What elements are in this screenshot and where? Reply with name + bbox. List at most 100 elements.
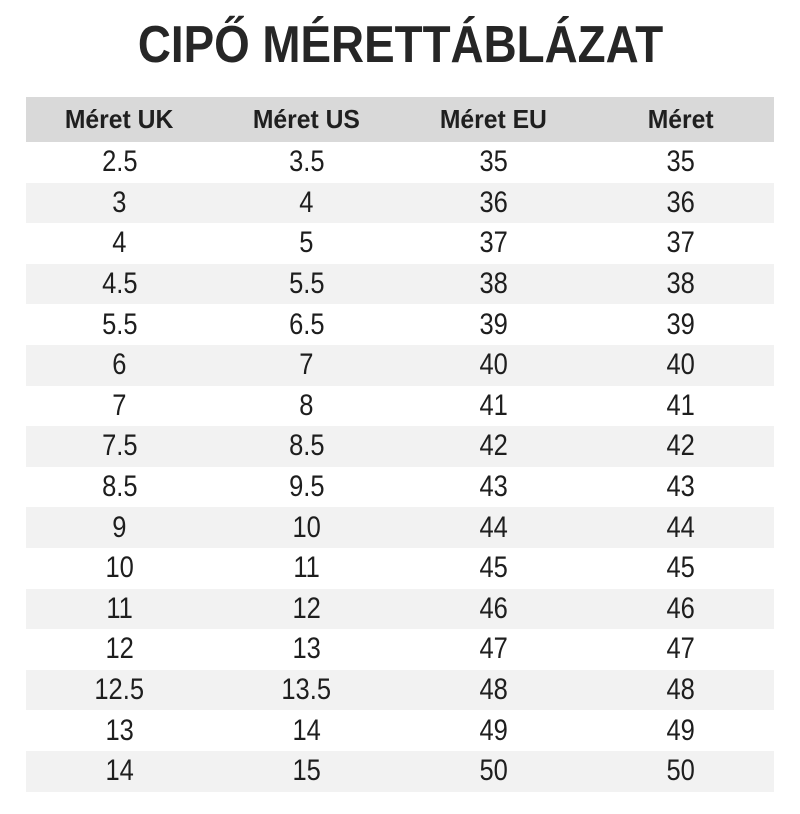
table-row: 12.5 13.5 48 48 <box>26 669 774 711</box>
size-cell-value: 35 <box>666 145 695 179</box>
size-cell: 37 <box>400 223 587 264</box>
size-cell: 2.5 <box>26 142 213 183</box>
table-row: 4.5 5.5 38 38 <box>26 263 774 305</box>
size-cell-value: 8 <box>299 388 314 422</box>
size-cell: 40 <box>400 345 587 386</box>
size-cell: 43 <box>587 467 774 508</box>
size-cell-value: 37 <box>666 226 695 260</box>
size-cell-value: 5.5 <box>101 307 138 341</box>
size-cell-value: 14 <box>292 713 321 747</box>
column-header-uk: Méret UK <box>26 97 213 142</box>
size-chart-table: Méret UK Méret US Méret EU Méret 2.5 3.5 3… <box>26 97 774 792</box>
size-cell: 39 <box>587 304 774 345</box>
size-cell: 7 <box>26 386 213 427</box>
size-cell: 12.5 <box>26 670 213 711</box>
size-cell-value: 45 <box>479 551 508 585</box>
size-cell-value: 14 <box>105 754 134 788</box>
column-header-us-label: Méret US <box>252 104 361 134</box>
size-cell: 8 <box>213 386 400 427</box>
table-row: 7 8 41 41 <box>26 385 774 427</box>
size-cell-value: 13 <box>105 713 134 747</box>
size-cell-value: 50 <box>666 754 695 788</box>
size-cell-value: 10 <box>105 551 134 585</box>
size-cell: 9 <box>26 507 213 548</box>
table-row: 3 4 36 36 <box>26 182 774 224</box>
table-row: 14 15 50 50 <box>26 750 774 792</box>
page-title-text: CIPŐ MÉRETTÁBLÁZAT <box>137 16 663 74</box>
size-cell: 14 <box>26 751 213 792</box>
table-row: 7.5 8.5 42 42 <box>26 426 774 467</box>
size-cell: 35 <box>400 142 587 183</box>
size-cell: 42 <box>587 426 774 467</box>
size-cell-value: 45 <box>666 551 695 585</box>
size-cell: 10 <box>213 507 400 548</box>
size-cell-value: 42 <box>666 429 695 463</box>
size-cell-value: 11 <box>293 551 320 585</box>
size-cell-value: 3.5 <box>288 145 325 179</box>
size-cell-value: 49 <box>479 713 508 747</box>
size-cell-value: 10 <box>292 510 321 544</box>
size-cell-value: 6.5 <box>288 307 325 341</box>
size-cell-value: 47 <box>666 632 695 666</box>
size-cell: 48 <box>400 670 587 711</box>
size-cell: 44 <box>587 507 774 548</box>
size-cell: 46 <box>587 589 774 630</box>
size-cell: 4 <box>26 223 213 264</box>
size-cell: 48 <box>587 670 774 711</box>
table-row: 2.5 3.5 35 35 <box>26 142 774 183</box>
size-cell: 7.5 <box>26 426 213 467</box>
size-cell-value: 48 <box>479 673 508 707</box>
size-cell: 3 <box>26 183 213 224</box>
size-cell: 50 <box>587 751 774 792</box>
size-cell: 7 <box>213 345 400 386</box>
table-row: 9 10 44 44 <box>26 507 774 548</box>
size-cell: 36 <box>400 183 587 224</box>
size-cell-value: 4 <box>299 185 314 219</box>
table-row: 5.5 6.5 39 39 <box>26 304 774 345</box>
size-cell: 15 <box>213 751 400 792</box>
size-cell-value: 7.5 <box>101 429 138 463</box>
column-header-us: Méret US <box>213 97 400 142</box>
size-cell-value: 11 <box>106 591 133 625</box>
column-header-eu: Méret EU <box>400 97 587 142</box>
size-cell: 36 <box>587 183 774 224</box>
size-cell: 5.5 <box>213 264 400 305</box>
size-cell: 5.5 <box>26 304 213 345</box>
size-cell: 13.5 <box>213 670 400 711</box>
size-cell-value: 4.5 <box>101 267 138 301</box>
size-cell: 10 <box>26 548 213 589</box>
size-cell: 8.5 <box>213 426 400 467</box>
size-cell: 8.5 <box>26 467 213 508</box>
size-cell-value: 49 <box>666 713 695 747</box>
size-cell: 39 <box>400 304 587 345</box>
size-cell: 14 <box>213 710 400 751</box>
size-cell-value: 40 <box>479 348 508 382</box>
size-table-body: 2.5 3.5 35 35 3 4 36 36 4 5 37 37 4.5 5.5 38 38 5.5 6.5 39… <box>26 142 774 792</box>
size-cell: 49 <box>400 710 587 751</box>
size-cell-value: 40 <box>666 348 695 382</box>
size-cell-value: 9 <box>112 510 127 544</box>
size-cell-value: 39 <box>666 307 695 341</box>
column-header-eu-label: Méret EU <box>439 104 548 134</box>
size-cell: 47 <box>400 629 587 670</box>
size-cell-value: 12 <box>292 591 321 625</box>
column-header-generic-label: Méret <box>647 104 714 134</box>
size-cell-value: 46 <box>479 591 508 625</box>
size-cell-value: 44 <box>666 510 695 544</box>
size-cell: 45 <box>587 548 774 589</box>
table-row: 11 12 46 46 <box>26 588 774 630</box>
size-cell-value: 13.5 <box>281 673 332 707</box>
size-cell-value: 5 <box>299 226 314 260</box>
size-cell: 6 <box>26 345 213 386</box>
table-row: 8.5 9.5 43 43 <box>26 466 774 508</box>
size-cell-value: 50 <box>479 754 508 788</box>
table-row: 12 13 47 47 <box>26 629 774 670</box>
size-cell: 45 <box>400 548 587 589</box>
size-cell-value: 39 <box>479 307 508 341</box>
size-cell: 37 <box>587 223 774 264</box>
size-cell-value: 41 <box>479 388 508 422</box>
size-cell: 11 <box>26 589 213 630</box>
table-row: 4 5 37 37 <box>26 223 774 264</box>
size-cell: 47 <box>587 629 774 670</box>
size-cell: 50 <box>400 751 587 792</box>
